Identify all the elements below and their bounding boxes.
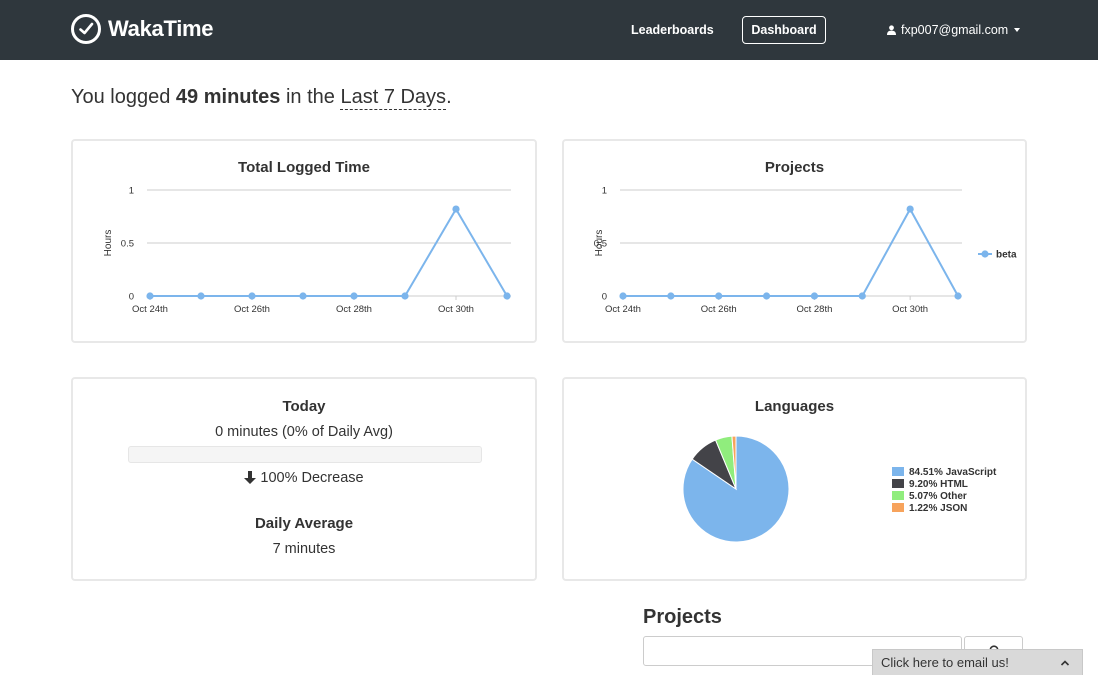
user-icon [887, 25, 896, 35]
arrow-down-icon [244, 471, 257, 484]
user-menu-dropdown[interactable]: fxp007@gmail.com [887, 16, 1021, 44]
headline-middle: in the [280, 86, 341, 108]
date-range-selector[interactable]: Last 7 Days [340, 86, 447, 110]
legend-label: beta [996, 250, 1017, 261]
today-card: Today 0 minutes (0% of Daily Avg) 100% D… [71, 377, 537, 581]
y-axis-label: Hours [594, 230, 605, 257]
legend-swatch [892, 479, 904, 488]
legend-marker [981, 250, 989, 258]
data-point [248, 292, 256, 300]
headline-amount: 49 minutes [175, 86, 281, 108]
data-point [401, 292, 409, 300]
summary-headline: You logged 49 minutes in the Last 7 Days… [71, 86, 452, 110]
legend-swatch [892, 467, 904, 476]
top-navbar: WakaTime Leaderboards Dashboard fxp007@g… [0, 0, 1098, 60]
clock-logo-icon [71, 14, 101, 44]
y-tick-label: 0 [602, 292, 607, 303]
today-title: Today [282, 398, 326, 415]
total-logged-time-title: Total Logged Time [238, 159, 370, 176]
data-point [452, 205, 460, 213]
x-tick-label: Oct 28th [796, 304, 832, 315]
nav-dashboard-link[interactable]: Dashboard [742, 16, 826, 44]
y-tick-label: 0.5 [121, 239, 134, 250]
series-line [623, 207, 959, 297]
languages-title: Languages [754, 398, 835, 415]
total-logged-time-card: Total Logged Time 0 0.5 1 Hours Oct 24th Oct … [71, 139, 537, 343]
email-us-widget[interactable]: Click here to email us! [872, 649, 1083, 675]
legend-label: 1.22% JSON [909, 503, 967, 514]
daily-average-value: 7 minutes [272, 541, 336, 557]
x-tick-label: Oct 30th [438, 304, 474, 315]
chevron-up-icon [1060, 660, 1070, 666]
data-point [954, 292, 962, 300]
data-point [858, 292, 866, 300]
x-tick-label: Oct 28th [336, 304, 372, 315]
legend-label: 5.07% Other [909, 491, 967, 502]
daily-average-title: Daily Average [254, 515, 354, 532]
total-logged-time-chart: 0 0.5 1 Hours Oct 24th Oct 26th Oct 28th Oct 30… [103, 186, 511, 315]
user-email: fxp007@gmail.com [901, 23, 1009, 37]
data-point [715, 292, 723, 300]
x-tick-label: Oct 24th [132, 304, 168, 315]
legend-swatch [892, 491, 904, 500]
x-tick-label: Oct 24th [605, 304, 641, 315]
today-value: 0 minutes (0% of Daily Avg) [215, 424, 393, 440]
projects-chart: 0 0.5 1 Hours Oct 24th Oct 26th Oct 28th Oct 30… [594, 186, 1017, 316]
series-line [150, 207, 508, 297]
data-point [197, 292, 205, 300]
y-tick-label: 1 [129, 186, 134, 197]
y-tick-label: 0 [129, 292, 134, 303]
data-point [503, 292, 511, 300]
data-point [299, 292, 307, 300]
brand-name: WakaTime [108, 16, 214, 41]
legend-label: 84.51% JavaScript [909, 467, 997, 478]
y-tick-label: 1 [602, 186, 607, 197]
pie-slice [731, 435, 737, 490]
headline-suffix: . [446, 86, 452, 108]
languages-card: Languages 84.51% JavaScript 9.20% HTML 5.0… [562, 377, 1027, 581]
data-point [146, 292, 154, 300]
y-axis-label: Hours [103, 230, 114, 257]
today-change: 100% Decrease [73, 470, 535, 486]
projects-chart-card: Projects 0 0.5 1 Hours Oct 24th Oct 26th Oct 2… [562, 139, 1027, 343]
y-tick-label: 0.5 [594, 239, 607, 250]
brand-link[interactable]: WakaTime [70, 12, 214, 46]
nav-leaderboards-link[interactable]: Leaderboards [631, 23, 714, 37]
projects-chart-title: Projects [764, 159, 825, 176]
data-point [350, 292, 358, 300]
projects-heading: Projects [643, 606, 722, 628]
data-point [810, 292, 819, 300]
today-change-text: 100% Decrease [260, 470, 364, 486]
legend-swatch [892, 503, 904, 512]
data-point [667, 292, 675, 300]
today-progress-bar [128, 446, 482, 463]
x-tick-label: Oct 30th [892, 304, 928, 315]
data-point [762, 292, 771, 300]
data-point [906, 205, 914, 213]
headline-prefix: You logged [71, 86, 176, 108]
caret-down-icon [1014, 28, 1021, 32]
x-tick-label: Oct 26th [234, 304, 270, 315]
data-point [619, 292, 627, 300]
x-tick-label: Oct 26th [701, 304, 737, 315]
email-us-label: Click here to email us! [881, 655, 1009, 670]
legend-label: 9.20% HTML [909, 479, 968, 490]
